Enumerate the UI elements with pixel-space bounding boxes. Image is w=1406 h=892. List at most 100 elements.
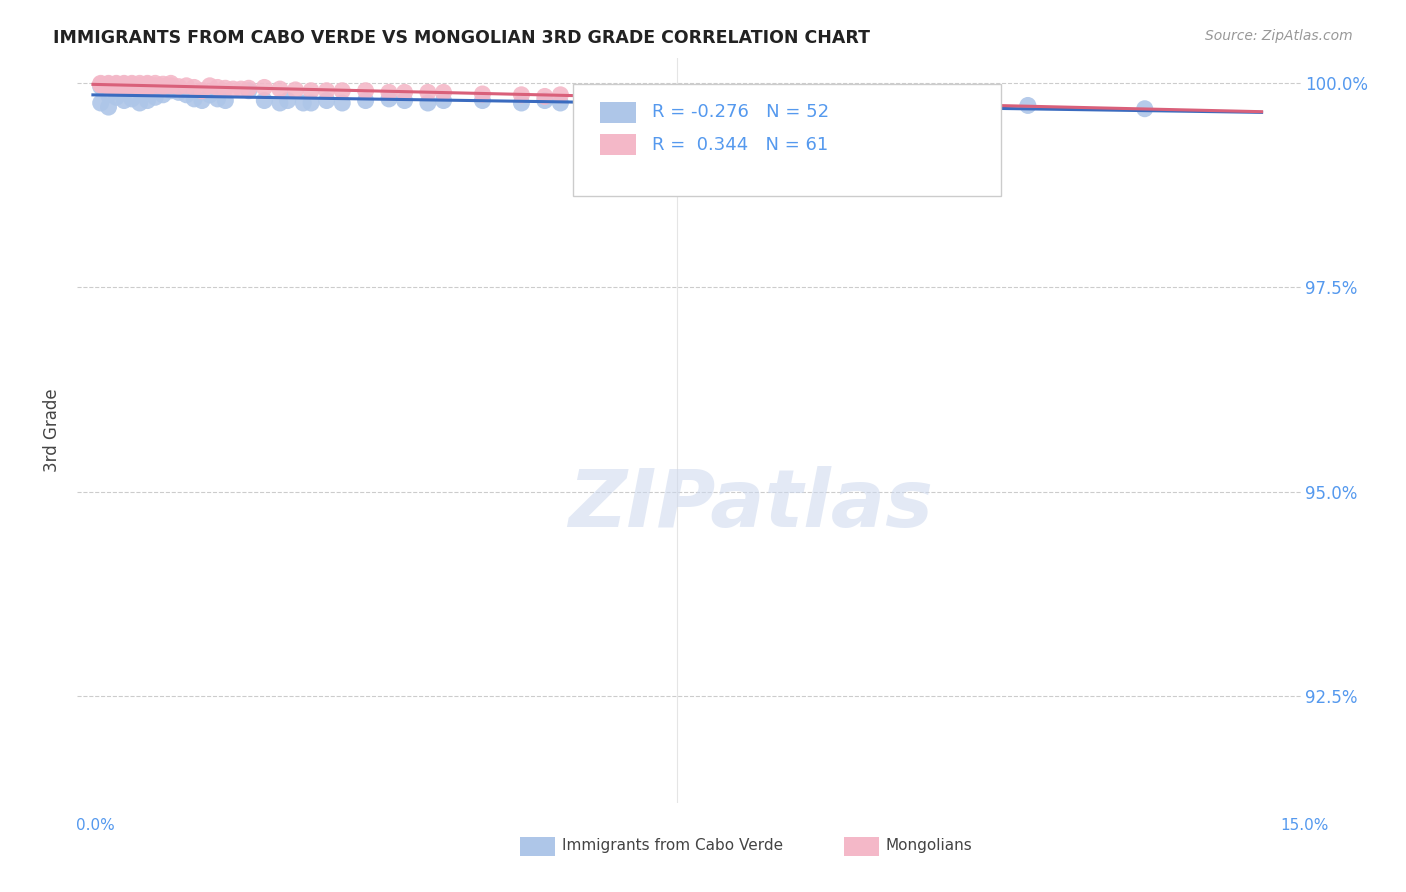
Point [253,94,276,108]
Point [136,78,159,93]
Point [627,89,650,103]
Point [97,78,120,92]
Point [214,81,236,95]
Point [198,78,221,93]
Point [330,95,353,110]
Point [112,94,135,108]
Point [299,95,322,110]
Point [1017,98,1039,112]
Point [105,90,128,104]
Point [97,77,120,91]
Point [97,79,120,94]
Point [136,81,159,95]
Point [152,79,174,94]
Point [198,87,221,102]
Text: R = -0.276   N = 52: R = -0.276 N = 52 [652,103,830,121]
Point [471,94,494,108]
Point [176,87,198,102]
Point [354,84,377,98]
Point [159,84,181,98]
Point [510,95,533,110]
Point [939,100,962,114]
Point [121,77,143,91]
Point [90,77,112,91]
Point [783,102,806,116]
Point [214,94,236,108]
Point [612,89,634,103]
Text: Immigrants from Cabo Verde: Immigrants from Cabo Verde [562,838,783,853]
Point [90,95,112,110]
Y-axis label: 3rd Grade: 3rd Grade [44,389,62,472]
Point [284,83,307,97]
Point [269,82,291,96]
Text: IMMIGRANTS FROM CABO VERDE VS MONGOLIAN 3RD GRADE CORRELATION CHART: IMMIGRANTS FROM CABO VERDE VS MONGOLIAN … [53,29,870,46]
Point [121,76,143,90]
Point [105,77,128,91]
Point [510,87,533,102]
Point [394,86,416,100]
Point [315,94,337,108]
Point [112,77,135,91]
Point [90,78,112,92]
Point [136,84,159,98]
Point [533,94,555,108]
Point [378,86,401,100]
Point [97,76,120,90]
Point [191,94,214,108]
Point [588,88,610,103]
Point [253,80,276,95]
Point [627,95,650,110]
Point [292,95,315,110]
Text: Source: ZipAtlas.com: Source: ZipAtlas.com [1205,29,1353,43]
Point [152,87,174,102]
Point [121,79,143,94]
Point [330,84,353,98]
Point [112,80,135,95]
Point [128,95,150,110]
Point [159,78,181,93]
Point [112,78,135,93]
Point [229,82,252,96]
Point [167,86,190,100]
Point [207,92,229,106]
Point [128,78,150,92]
Point [167,79,190,94]
Point [112,86,135,100]
Point [238,81,260,95]
Point [207,80,229,95]
Point [299,84,322,98]
Text: 0.0%: 0.0% [76,818,115,832]
Text: ZIPatlas: ZIPatlas [568,466,932,544]
Text: R =  0.344   N = 61: R = 0.344 N = 61 [652,136,828,154]
Point [238,84,260,98]
Point [105,80,128,95]
FancyBboxPatch shape [572,84,1001,195]
Point [128,80,150,95]
Point [416,95,439,110]
Text: 15.0%: 15.0% [1281,818,1329,832]
Point [136,76,159,90]
Point [136,94,159,108]
Point [121,79,143,94]
Point [394,94,416,108]
Point [550,87,572,102]
Point [378,92,401,106]
Point [183,92,205,106]
Point [432,94,454,108]
Point [588,94,610,108]
Point [128,76,150,90]
Point [152,77,174,91]
Point [143,90,166,104]
Point [159,76,181,90]
Point [222,82,245,96]
FancyBboxPatch shape [599,102,637,123]
Point [90,79,112,94]
Point [612,98,634,112]
Point [97,77,120,91]
Point [121,92,143,106]
Point [143,76,166,90]
Point [143,78,166,93]
Point [105,77,128,91]
Point [550,95,572,110]
Text: Mongolians: Mongolians [886,838,973,853]
